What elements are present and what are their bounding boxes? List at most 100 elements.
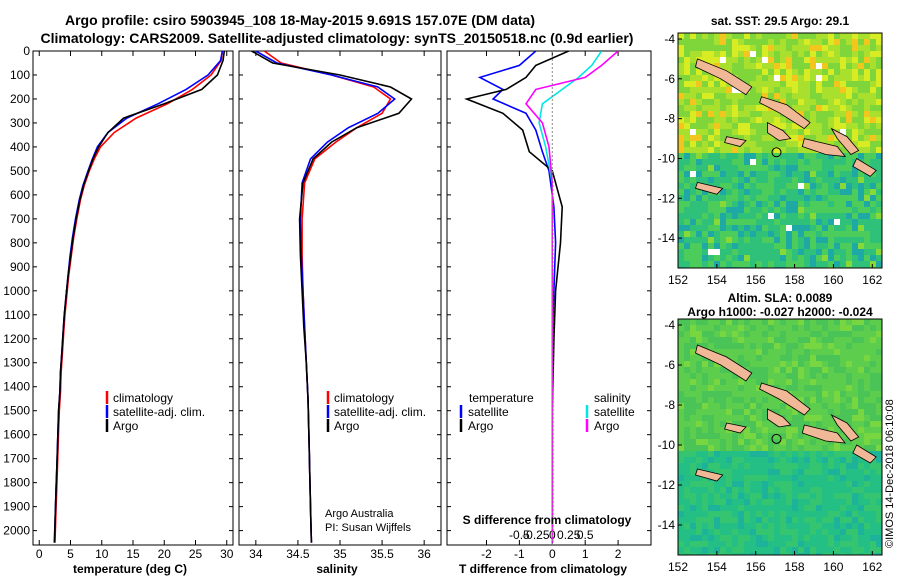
map-cell <box>816 445 822 451</box>
map-cell <box>870 195 876 201</box>
map-cell <box>828 201 834 207</box>
map-cell <box>696 189 702 195</box>
map-cell <box>852 237 858 243</box>
map-cell <box>702 457 708 463</box>
map-cell <box>762 123 768 129</box>
map-cell <box>816 261 822 267</box>
map-cell <box>846 183 852 189</box>
map-cell <box>852 361 858 367</box>
map-cell <box>690 225 696 231</box>
map-cell <box>834 541 840 547</box>
map-lat-tick-label: -14 <box>658 518 676 532</box>
map-cell <box>822 249 828 255</box>
map-cell <box>816 75 822 81</box>
map-cell <box>858 319 864 325</box>
map-cell <box>816 153 822 159</box>
map-cell <box>786 171 792 177</box>
map-cell <box>690 63 696 69</box>
map-cell <box>822 81 828 87</box>
map-cell <box>780 319 786 325</box>
map-cell <box>852 409 858 415</box>
map-cell <box>714 367 720 373</box>
map-cell <box>768 493 774 499</box>
map-cell <box>720 475 726 481</box>
map-cell <box>792 355 798 361</box>
temperature-x-tick-label: 15 <box>126 547 140 561</box>
difference-series-s-satellite <box>538 51 603 543</box>
map-cell <box>678 439 684 445</box>
map-cell <box>690 367 696 373</box>
map-cell <box>804 171 810 177</box>
map-cell <box>828 349 834 355</box>
map-cell <box>756 379 762 385</box>
map-cell <box>852 201 858 207</box>
map-cell <box>756 421 762 427</box>
map-cell <box>804 469 810 475</box>
map-cell <box>810 237 816 243</box>
map-cell <box>726 201 732 207</box>
map-cell <box>870 57 876 63</box>
map-cell <box>744 135 750 141</box>
map-cell <box>840 111 846 117</box>
map-cell <box>774 409 780 415</box>
map-cell <box>774 237 780 243</box>
map-cell <box>804 319 810 325</box>
map-cell <box>876 219 882 225</box>
map-cell <box>684 529 690 535</box>
map-cell <box>792 517 798 523</box>
map-cell <box>732 469 738 475</box>
map-cell <box>684 123 690 129</box>
map-cell <box>690 105 696 111</box>
map-cell <box>762 111 768 117</box>
map-cell <box>750 249 756 255</box>
map-cell <box>876 337 882 343</box>
map-cell <box>696 93 702 99</box>
map-cell <box>798 105 804 111</box>
map-cell <box>828 511 834 517</box>
map-cell <box>846 445 852 451</box>
map-cell <box>702 201 708 207</box>
map-cell <box>714 249 720 255</box>
map-cell <box>756 33 762 39</box>
map-cell <box>876 249 882 255</box>
map-cell <box>798 367 804 373</box>
map-cell <box>708 225 714 231</box>
map-cell <box>780 117 786 123</box>
map-cell <box>708 123 714 129</box>
difference-series-s-argo <box>524 51 619 543</box>
map-cell <box>780 255 786 261</box>
map-cell <box>804 177 810 183</box>
map-cell <box>804 403 810 409</box>
map-cell <box>696 547 702 553</box>
map-cell <box>726 219 732 225</box>
map-cell <box>792 69 798 75</box>
map-cell <box>804 529 810 535</box>
map-cell <box>858 255 864 261</box>
map-cell <box>708 45 714 51</box>
map-cell <box>828 427 834 433</box>
map-cell <box>708 201 714 207</box>
map-cell <box>834 481 840 487</box>
map-cell <box>708 433 714 439</box>
map-cell <box>720 469 726 475</box>
map-cell <box>774 39 780 45</box>
map-cell <box>816 129 822 135</box>
map-cell <box>732 255 738 261</box>
map-cell <box>726 469 732 475</box>
map-cell <box>774 225 780 231</box>
map-cell <box>750 213 756 219</box>
map-cell <box>804 87 810 93</box>
map-cell <box>750 33 756 39</box>
map-cell <box>780 511 786 517</box>
map-cell <box>846 69 852 75</box>
map-cell <box>750 117 756 123</box>
map-cell <box>852 367 858 373</box>
map-cell <box>792 469 798 475</box>
map-cell <box>876 319 882 325</box>
map-cell <box>780 541 786 547</box>
map-cell <box>810 177 816 183</box>
map-cell <box>816 165 822 171</box>
map-cell <box>750 367 756 373</box>
map-cell <box>786 355 792 361</box>
map-cell <box>852 183 858 189</box>
